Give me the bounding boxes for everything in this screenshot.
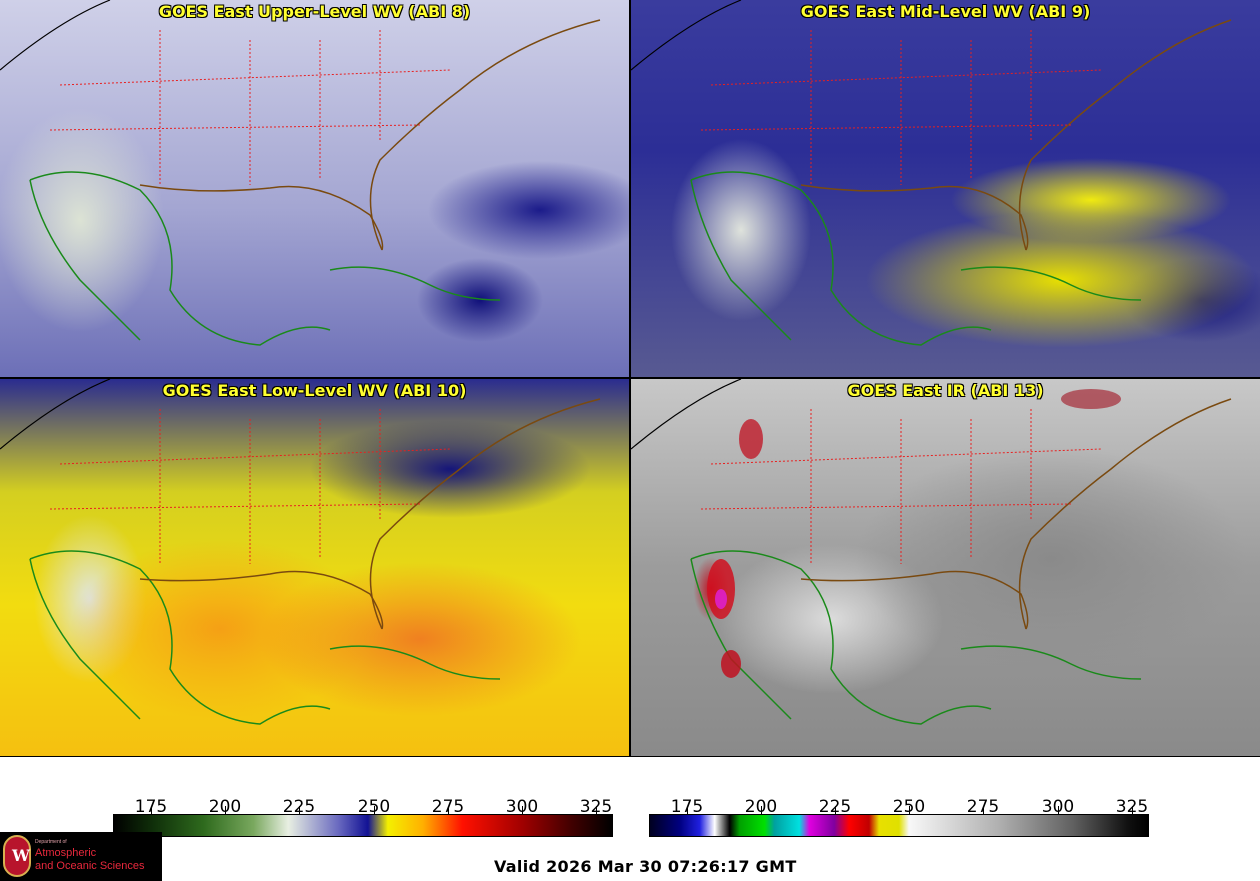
ir-panel: GOES East IR (ABI 13) <box>631 379 1260 756</box>
colorbar-tick-label: 275 <box>966 797 1000 817</box>
colorbar-tick-label: 225 <box>818 797 852 817</box>
colorbar-tick-label: 300 <box>1041 797 1075 817</box>
panel-title: GOES East Upper-Level WV (ABI 8) <box>158 2 471 21</box>
colorbar-tick-label: 200 <box>744 797 778 817</box>
colorbar-tickmark <box>983 806 984 814</box>
colorbar-tickmark <box>299 806 300 814</box>
aos-logo: W Department of Atmospheric and Oceanic … <box>0 832 162 881</box>
panel-divider-horizontal <box>0 377 1260 379</box>
wv-colorbar-scale <box>113 814 613 837</box>
colorbar-tickmark <box>909 806 910 814</box>
colorbar-tick-label: 175 <box>670 797 704 817</box>
colorbar-tick-label: 300 <box>505 797 539 817</box>
colorbar-tickmark <box>151 806 152 814</box>
upper-level-wv-panel: GOES East Upper-Level WV (ABI 8) <box>0 0 629 377</box>
colorbar-tickmark <box>225 806 226 814</box>
colorbar-tickmark <box>1058 806 1059 814</box>
panel-title: GOES East Low-Level WV (ABI 10) <box>162 381 467 400</box>
low-level-wv-panel: GOES East Low-Level WV (ABI 10) <box>0 379 629 756</box>
panel-border-bottom <box>0 756 1260 757</box>
colorbar-tick-label: 325 <box>579 797 613 817</box>
map-overlay <box>0 0 601 346</box>
colorbar-tickmark <box>835 806 836 814</box>
valid-time: Valid 2026 Mar 30 07:26:17 GMT <box>494 857 797 876</box>
panel-title: GOES East Mid-Level WV (ABI 9) <box>800 2 1091 21</box>
seal-letter: W <box>12 846 30 865</box>
colorbar-tick-label: 225 <box>282 797 316 817</box>
colorbar-tickmark <box>374 806 375 814</box>
colorbar-tickmark <box>596 806 597 814</box>
colorbar-tickmark <box>448 806 449 814</box>
colorbar-tick-label: 175 <box>134 797 168 817</box>
colorbar-tickmark <box>1132 806 1133 814</box>
colorbar-tick-label: 200 <box>208 797 242 817</box>
uw-seal-icon: W <box>3 835 31 877</box>
colorbar-tickmark <box>687 806 688 814</box>
colorbar-tickmark <box>761 806 762 814</box>
colorbar-tickmark <box>522 806 523 814</box>
ir-colorbar-scale <box>649 814 1149 837</box>
logo-line1: Atmospheric <box>35 847 97 859</box>
map-overlay <box>0 379 601 725</box>
map-overlay <box>631 379 1232 725</box>
logo-department: Department of <box>35 839 67 845</box>
colorbar-tick-label: 325 <box>1115 797 1149 817</box>
logo-line2: and Oceanic Sciences <box>35 860 145 872</box>
map-overlay <box>631 0 1232 346</box>
mid-level-wv-panel: GOES East Mid-Level WV (ABI 9) <box>631 0 1260 377</box>
colorbar-tick-label: 250 <box>357 797 391 817</box>
colorbar-tick-label: 275 <box>431 797 465 817</box>
panel-title: GOES East IR (ABI 13) <box>847 381 1044 400</box>
colorbar-tick-label: 250 <box>892 797 926 817</box>
